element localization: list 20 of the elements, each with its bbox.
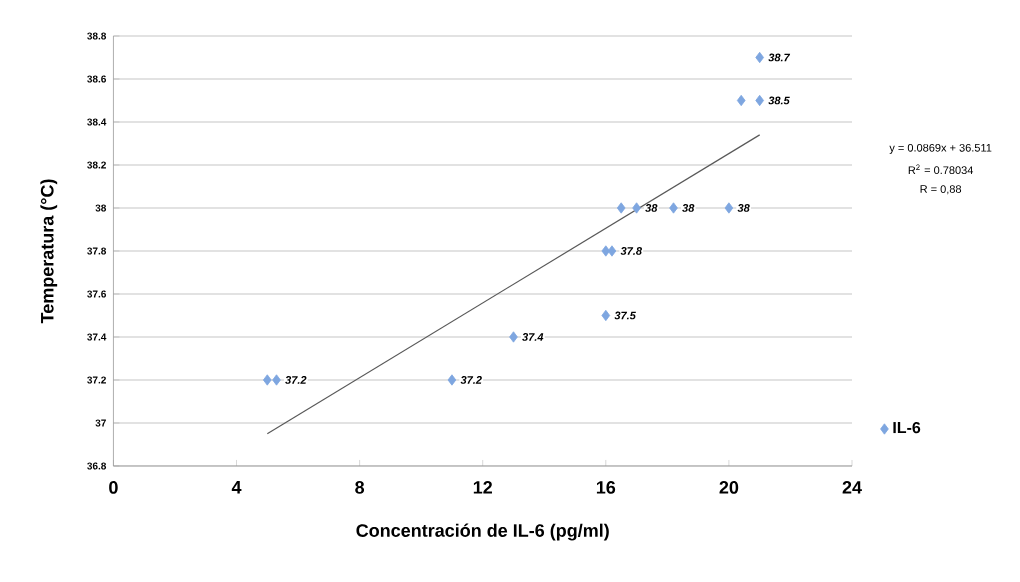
point [632, 202, 641, 214]
point [736, 94, 746, 107]
x-tick-label: 8 [355, 481, 365, 494]
x-tick-label: 20 [719, 481, 739, 494]
point [616, 202, 626, 214]
x-axis-title: Concentración de IL-6 (pg/ml) [356, 523, 609, 541]
point [509, 331, 518, 343]
legend-label: IL-6 [893, 421, 921, 434]
x-tick-label: 4 [231, 481, 242, 494]
x-tick-label: 0 [109, 481, 118, 494]
y-axis-title: Temperatura (°C) [40, 179, 58, 324]
x-tick-label: 12 [473, 481, 492, 494]
x-tick-label: 16 [596, 481, 616, 494]
point [262, 374, 272, 386]
point [669, 202, 678, 214]
point [724, 202, 734, 214]
point [272, 374, 281, 386]
point [447, 374, 457, 386]
x-tick-label: 24 [842, 481, 862, 494]
point [601, 309, 611, 322]
